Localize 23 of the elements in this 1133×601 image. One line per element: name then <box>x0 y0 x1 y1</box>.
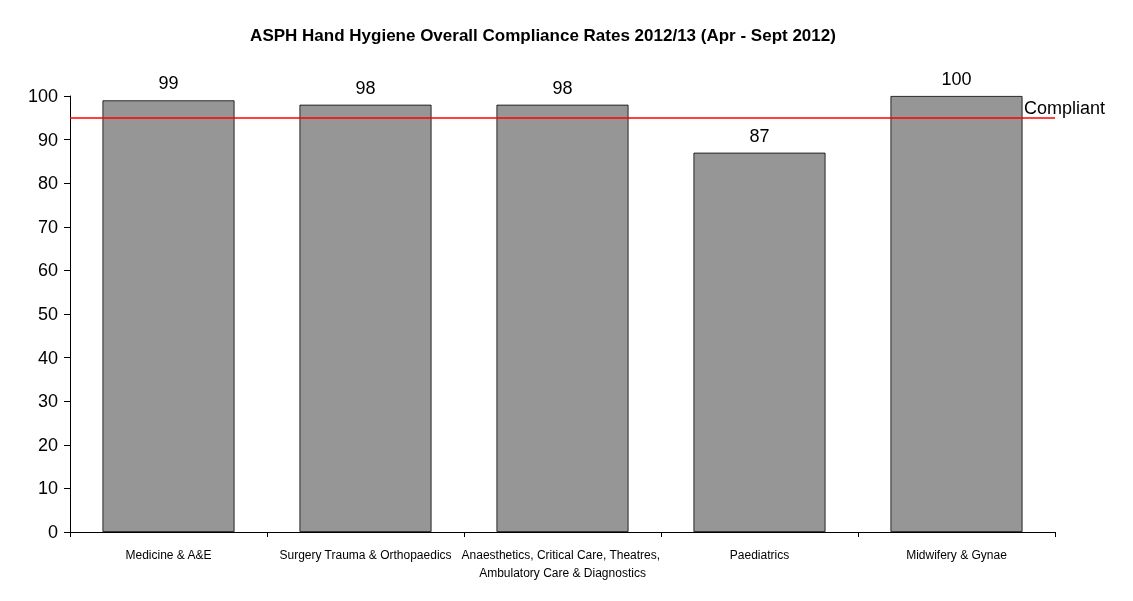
x-tick-label: Surgery Trauma & Orthopaedics <box>279 548 452 562</box>
y-tick-label: 90 <box>37 129 58 150</box>
data-label: 100 <box>941 69 972 89</box>
y-tick-label: 70 <box>37 216 58 237</box>
data-label: 99 <box>158 73 179 94</box>
x-tick-label: Paediatrics <box>729 548 790 562</box>
y-tick-label: 30 <box>37 391 58 412</box>
y-tick-label: 50 <box>37 304 58 324</box>
x-tick-label: Anaesthetics, Critical Care, Theatres, Ambulatory Care & Diagnostics <box>461 548 664 580</box>
chart-title: ASPH Hand Hygiene Overall Compliance Rates 2012/13 (Apr - Sept 2012) <box>250 26 836 45</box>
y-tick-label: 0 <box>47 522 58 542</box>
x-tick-label: Medicine & A&E <box>125 548 212 562</box>
data-label: 87 <box>749 125 770 146</box>
x-tick-label: Midwifery & Gynae <box>906 548 1008 562</box>
y-tick-label: 60 <box>37 260 58 281</box>
ref-line-label: Compliant <box>1023 97 1105 118</box>
y-tick-label: 80 <box>37 173 58 194</box>
y-tick-label: 40 <box>37 347 58 368</box>
y-tick-label: 20 <box>37 434 58 455</box>
data-label: 98 <box>355 77 376 98</box>
y-tick-label: 10 <box>37 478 58 499</box>
y-tick-label: 100 <box>27 86 58 106</box>
data-label: 98 <box>552 77 573 98</box>
